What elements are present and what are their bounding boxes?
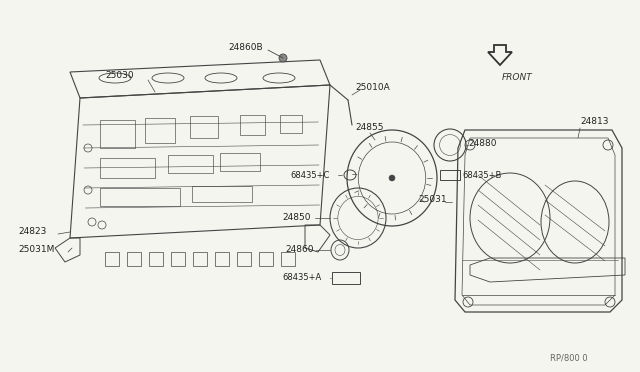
Text: 68435+A: 68435+A <box>282 273 321 282</box>
Text: FRONT: FRONT <box>502 74 532 83</box>
Text: 68435+B: 68435+B <box>462 170 501 180</box>
Text: 25031M: 25031M <box>18 246 54 254</box>
Text: 25031: 25031 <box>418 196 447 205</box>
Text: 68435+C: 68435+C <box>290 170 330 180</box>
Text: RP/800 0: RP/800 0 <box>550 353 588 362</box>
Text: 24850: 24850 <box>282 214 310 222</box>
Text: 24813: 24813 <box>580 118 609 126</box>
Text: 24860B: 24860B <box>228 44 262 52</box>
Circle shape <box>279 54 287 62</box>
Text: 25010A: 25010A <box>355 83 390 93</box>
Text: 24880: 24880 <box>468 138 497 148</box>
Circle shape <box>389 175 395 181</box>
Text: 25030: 25030 <box>105 71 134 80</box>
Text: 24823: 24823 <box>18 228 46 237</box>
Text: 24855: 24855 <box>355 124 383 132</box>
Text: 24860: 24860 <box>285 246 314 254</box>
